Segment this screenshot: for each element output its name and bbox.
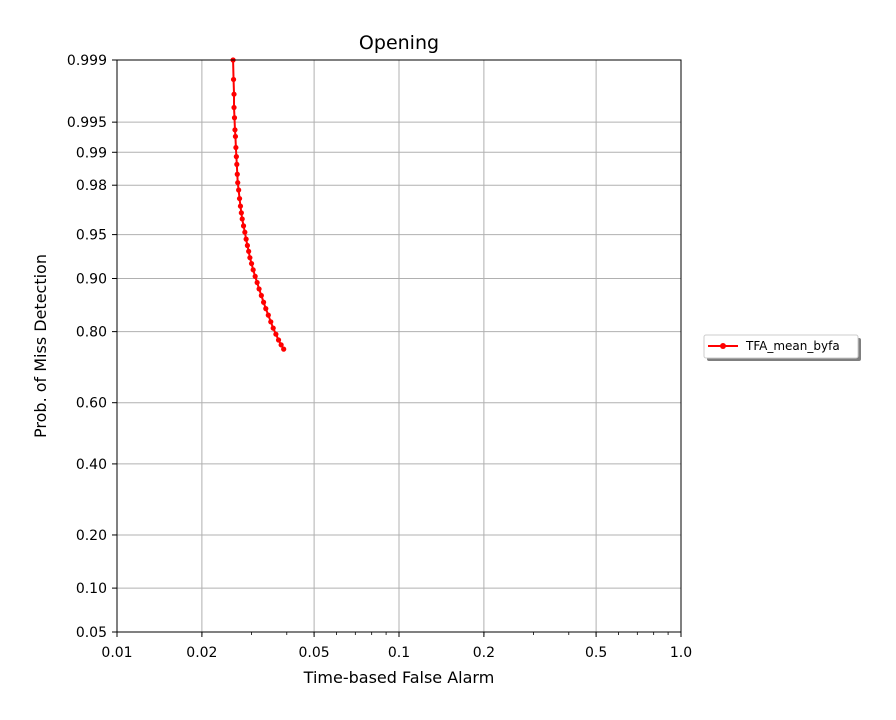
data-point — [250, 267, 256, 273]
data-point — [239, 216, 245, 222]
x-tick-label: 0.05 — [299, 645, 330, 661]
y-tick-label: 0.99 — [76, 145, 107, 161]
legend: TFA_mean_byfa — [703, 334, 861, 361]
legend-point-marker — [720, 343, 726, 349]
data-point — [254, 279, 260, 286]
data-point — [246, 248, 252, 254]
data-point — [230, 76, 237, 83]
grid — [116, 59, 682, 633]
data-point — [248, 260, 255, 267]
x-axis-ticks: 0.01 0.02 0.05 0.1 0.2 0.5 1.0 — [101, 632, 692, 661]
data-point — [237, 203, 244, 209]
x-tick-label: 0.01 — [101, 645, 132, 661]
data-point — [242, 229, 248, 235]
y-tick-label: 0.60 — [76, 396, 107, 412]
data-point — [236, 187, 242, 193]
x-tick-label: 0.02 — [186, 645, 217, 661]
data-point — [260, 299, 267, 305]
y-tick-label: 0.999 — [67, 53, 107, 69]
data-point — [265, 312, 271, 318]
data-point — [233, 154, 239, 160]
x-tick-label: 0.1 — [388, 645, 410, 661]
chart-title: Opening — [359, 32, 439, 54]
data-point — [233, 144, 239, 151]
data-point — [236, 195, 243, 202]
y-tick-label: 0.98 — [76, 178, 107, 194]
x-tick-label: 0.2 — [473, 645, 495, 661]
y-axis-ticks: 0.05 0.10 0.20 0.40 0.60 0.80 0.90 0.95 0.98 0.99… — [67, 53, 117, 641]
data-point — [235, 180, 241, 186]
y-tick-label: 0.20 — [76, 528, 107, 544]
y-axis-title: Prob. of Miss Detection — [31, 254, 50, 438]
data-point — [232, 127, 238, 133]
data-point — [270, 325, 276, 331]
data-point — [243, 236, 249, 242]
y-tick-label: 0.10 — [76, 581, 107, 597]
y-tick-label: 0.05 — [76, 625, 107, 641]
legend-box — [703, 334, 859, 359]
y-tick-label: 0.995 — [67, 115, 107, 131]
data-point — [278, 342, 284, 348]
data-point — [273, 331, 279, 337]
x-axis-title: Time-based False Alarm — [303, 668, 495, 687]
data-point — [244, 242, 250, 249]
data-point — [247, 255, 253, 261]
data-point — [268, 319, 274, 325]
data-point — [258, 292, 264, 299]
data-point — [240, 223, 247, 229]
series-layer — [230, 57, 287, 352]
data-point — [231, 104, 237, 111]
data-point — [231, 91, 237, 97]
data-point — [263, 306, 269, 312]
data-point — [234, 161, 240, 167]
x-tick-label: 0.5 — [585, 645, 607, 661]
y-tick-label: 0.80 — [76, 325, 107, 341]
y-tick-label: 0.90 — [76, 271, 107, 287]
y-tick-label: 0.95 — [76, 228, 107, 244]
data-point — [232, 133, 239, 140]
data-point — [252, 273, 258, 279]
data-point — [231, 115, 238, 121]
y-tick-label: 0.40 — [76, 457, 107, 473]
data-point — [281, 346, 287, 352]
data-point — [238, 210, 244, 216]
data-point — [275, 337, 282, 343]
legend-label: TFA_mean_byfa — [745, 339, 840, 353]
data-point — [256, 286, 262, 292]
x-tick-label: 1.0 — [670, 645, 692, 661]
data-point — [234, 171, 240, 177]
